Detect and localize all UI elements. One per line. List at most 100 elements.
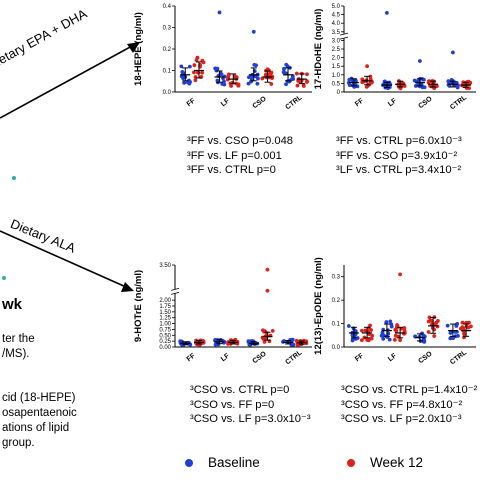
legend-baseline-label: Baseline [208, 455, 260, 470]
data-point [368, 323, 372, 328]
data-point [462, 332, 466, 336]
data-point [365, 338, 370, 342]
y-tick-label: 3.0 [332, 38, 341, 44]
stat-line: ³FF vs. CTRL p=6.0x10⁻³ [336, 135, 462, 147]
data-point [270, 328, 275, 333]
data-point [432, 334, 437, 338]
outlier-point [265, 288, 270, 293]
data-point [290, 77, 294, 82]
stats-17-hdohe: ³FF vs. CTRL p=6.0x10⁻³ ³FF vs. CSO p=3.… [336, 134, 462, 178]
data-point [187, 78, 191, 83]
category-label: CTRL [449, 349, 469, 366]
outlier-point [398, 272, 402, 277]
data-point [262, 339, 267, 344]
y-tick-label: 0.0 [332, 345, 341, 351]
left-line-5: osapentaenoic [2, 407, 77, 419]
data-point [256, 76, 260, 81]
chart-17-hdohe: 0 0.5 1.0 1.5 2.0 2.5 3.0 3.5 4.0 4.5 5.0 17-HDoHE … [313, 4, 476, 111]
data-point [384, 320, 389, 324]
data-point [427, 315, 432, 320]
data-point [435, 324, 440, 329]
data-point [179, 339, 184, 344]
arrow-ala [0, 230, 134, 292]
y-tick-label: 1.00 [159, 322, 171, 328]
data-point [360, 328, 364, 333]
data-point [394, 329, 399, 333]
category-label: CSO [252, 95, 269, 110]
category-label: CSO [417, 350, 434, 365]
y-tick-label: 0.1 [163, 69, 172, 75]
data-point [247, 75, 251, 80]
y-tick-label: 4.5 [332, 13, 341, 19]
data-point [422, 338, 426, 343]
data-point [445, 323, 450, 328]
data-point [466, 325, 471, 330]
stat-line: ³LF vs. CTRL p=3.4x10⁻² [336, 164, 462, 176]
axis-break-gap [171, 289, 179, 294]
y-tick-label: 2.00 [159, 298, 171, 304]
data-point [269, 82, 274, 86]
stats-12-13-epode: ³CSO vs. CTRL p=1.4x10⁻² ³CSO vs. FF p=4… [341, 383, 477, 427]
data-point [346, 80, 351, 85]
data-point [268, 71, 272, 76]
data-point [413, 84, 418, 88]
chart-12-13-epode: 0.0 0.1 0.2 0.3 12(13)-EpODE (ng/ml) FF LF CSO C… [313, 257, 476, 366]
category-label: LF [387, 352, 399, 363]
axis-break-mark [339, 32, 349, 36]
data-point [420, 331, 424, 336]
data-point [249, 79, 253, 84]
data-point [295, 83, 300, 88]
data-point [200, 70, 205, 75]
category-label: LF [220, 352, 232, 363]
y-tick-label: 1.50 [159, 310, 171, 316]
category-label: LF [387, 97, 399, 108]
axis-break-mark [170, 291, 180, 295]
data-point [370, 333, 375, 338]
data-point [236, 82, 241, 87]
stats-18-hepe: ³FF vs. CSO p=0.048 ³FF vs. LF p=0.001 ³… [187, 134, 293, 178]
data-point [182, 80, 187, 85]
y-tick-label: 0.1 [332, 322, 341, 328]
y-tick-label: 2.5 [332, 47, 341, 53]
left-line-1: ter the [2, 333, 35, 345]
y-axis-label: 12(13)-EpODE (ng/ml) [313, 257, 324, 355]
data-point [402, 326, 407, 330]
y-tick-label: 0.2 [332, 298, 341, 304]
stats-9-hotre: ³CSO vs. CTRL p=0 ³CSO vs. FF p=0 ³CSO v… [190, 383, 311, 427]
y-tick-label: 0.3 [332, 275, 341, 281]
y-tick-label: 1.5 [332, 64, 341, 70]
left-line-2: /MS). [2, 348, 30, 360]
data-point [265, 67, 270, 72]
data-point [426, 330, 431, 334]
data-point [360, 77, 365, 82]
data-point [213, 342, 218, 347]
data-point [261, 328, 265, 333]
data-point [402, 84, 407, 88]
data-point [255, 81, 260, 86]
data-point [194, 58, 199, 62]
category-label: CTRL [449, 94, 469, 111]
y-tick-label: 0.2 [163, 47, 172, 53]
data-point [192, 63, 197, 68]
category-label: FF [354, 352, 366, 363]
stat-line: ³FF vs. CSO p=3.9x10⁻² [336, 149, 458, 162]
y-axis-label: 17-HDoHE (ng/ml) [313, 9, 324, 90]
y-tick-label: 1.0 [332, 73, 341, 79]
data-point [456, 333, 460, 338]
data-point [252, 62, 257, 67]
data-point [426, 79, 431, 84]
data-point [394, 325, 399, 330]
category-label: FF [354, 97, 366, 108]
data-point [294, 71, 299, 76]
data-point [213, 66, 218, 71]
data-point [422, 77, 426, 82]
y-tick-label: 0 [337, 90, 341, 96]
category-label: CSO [252, 350, 269, 365]
data-point [233, 337, 238, 342]
data-point [294, 338, 299, 343]
left-line-6: ations of lipid [2, 422, 70, 434]
data-point [284, 82, 288, 87]
arrow-epa-dha [0, 42, 140, 119]
data-point [449, 336, 453, 340]
left-heading: wk [2, 296, 23, 313]
